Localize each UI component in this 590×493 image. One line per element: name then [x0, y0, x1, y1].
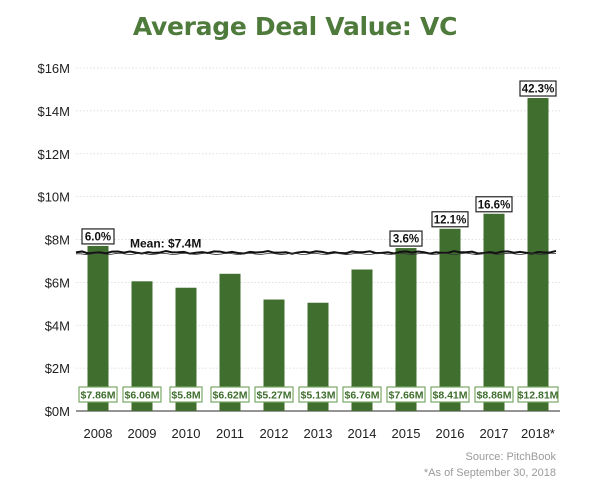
growth-label-box	[475, 196, 513, 213]
value-label: $6.62M	[212, 390, 247, 402]
bar	[87, 245, 109, 411]
y-tick-label: $8M	[45, 233, 70, 248]
y-tick-label: $12M	[37, 147, 70, 162]
x-tick-label: 2017	[480, 426, 509, 441]
value-label: $7.86M	[80, 390, 115, 402]
y-tick-label: $2M	[45, 361, 70, 376]
value-label: $7.66M	[388, 390, 423, 402]
x-tick-label: 2012	[260, 426, 289, 441]
value-label: $8.41M	[432, 390, 467, 402]
chart-title: Average Deal Value: VC	[132, 12, 458, 41]
value-label: $5.13M	[300, 390, 335, 402]
x-axis-tick-labels: 2008 2009 2010 2011 2012 2013 2014 2015 2016 2017…	[84, 426, 555, 441]
x-tick-label: 2018*	[521, 426, 555, 441]
growth-label: 3.6%	[393, 234, 419, 246]
x-tick-label: 2011	[216, 426, 244, 441]
bar	[351, 269, 373, 411]
value-label: $5.8M	[171, 390, 200, 402]
mean-line	[75, 249, 557, 255]
x-tick-label: 2015	[392, 426, 421, 441]
value-label-box	[298, 386, 338, 403]
value-label: $12.81M	[518, 390, 559, 402]
value-label-box	[210, 386, 250, 403]
growth-label-box	[519, 80, 557, 97]
growth-labels: 6.0% 3.6% 12.1% 16.6% 42.3%	[81, 80, 557, 247]
bar	[175, 287, 197, 411]
mean-line-shadow	[75, 252, 557, 255]
x-tick-label: 2016	[436, 426, 465, 441]
bar	[439, 228, 461, 411]
y-tick-label: $4M	[45, 318, 70, 333]
value-label-box	[254, 386, 294, 403]
y-tick-label: $16M	[37, 61, 70, 76]
value-label: $5.27M	[256, 390, 291, 402]
value-label: $8.86M	[476, 390, 511, 402]
y-tick-label: $14M	[37, 104, 70, 119]
x-tick-label: 2014	[348, 426, 377, 441]
mean-label: Mean: $7.4M	[130, 236, 201, 250]
y-axis-tick-labels: $0M $2M $4M $6M $8M $10M $12M $14M $16M	[37, 61, 70, 419]
bar	[219, 273, 241, 411]
value-label-box	[78, 386, 118, 403]
y-tick-label: $6M	[45, 275, 70, 290]
source-note: Source: PitchBook	[465, 451, 557, 463]
growth-label: 16.6%	[478, 199, 511, 211]
value-label-box	[474, 386, 514, 403]
value-label-box	[122, 386, 162, 403]
value-label-box	[169, 386, 203, 403]
growth-label: 12.1%	[434, 214, 467, 226]
growth-label: 6.0%	[85, 231, 111, 243]
bar	[307, 302, 329, 411]
value-label: $6.76M	[344, 390, 379, 402]
value-label-box	[342, 386, 382, 403]
mean-line-group: Mean: $7.4M	[75, 236, 557, 255]
bar	[395, 248, 417, 411]
bar	[263, 299, 285, 411]
x-tick-label: 2008	[84, 426, 113, 441]
value-label-box	[517, 386, 559, 403]
x-tick-label: 2013	[304, 426, 333, 441]
bar	[131, 281, 153, 411]
bar	[483, 213, 505, 411]
growth-label-box	[431, 211, 469, 228]
value-label: $6.06M	[124, 390, 159, 402]
x-tick-label: 2009	[128, 426, 157, 441]
growth-label-box	[389, 230, 423, 247]
growth-label: 42.3%	[522, 84, 555, 96]
x-tick-label: 2010	[172, 426, 201, 441]
y-tick-label: $0M	[45, 404, 70, 419]
growth-label-box	[81, 228, 115, 245]
y-tick-label: $10M	[37, 190, 70, 205]
value-labels: $7.86M $6.06M $5.8M $6.62M $5.27M $5.13M $6.76…	[78, 386, 559, 403]
footnote: *As of September 30, 2018	[423, 467, 556, 479]
value-label-box	[430, 386, 470, 403]
value-label-box	[386, 386, 426, 403]
